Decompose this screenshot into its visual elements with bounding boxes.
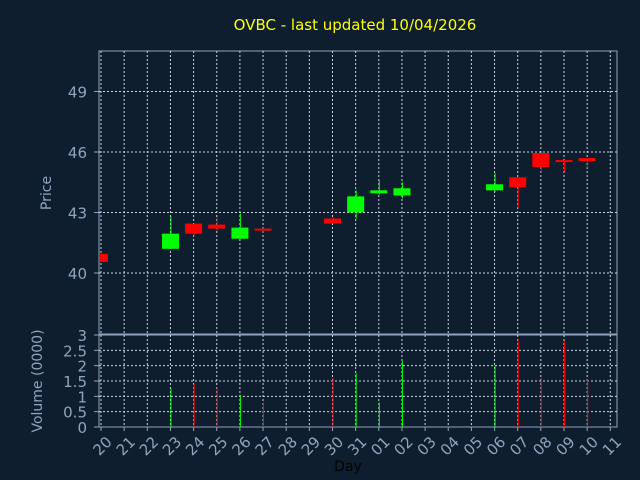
candle-body bbox=[208, 224, 226, 229]
price-axis-label: Price bbox=[39, 176, 55, 210]
price-panel: 40 43 46 49 Price bbox=[39, 50, 618, 335]
volume-y-ticks: 00.511.522.53 bbox=[63, 327, 99, 437]
candle-body bbox=[370, 190, 388, 194]
candle-body bbox=[254, 228, 272, 231]
candle-body bbox=[185, 223, 203, 234]
price-tick-label: 43 bbox=[68, 205, 87, 223]
candle-body bbox=[161, 233, 179, 249]
candle-body bbox=[486, 184, 504, 191]
candle-body bbox=[347, 196, 365, 213]
x-axis-label: Day bbox=[334, 459, 362, 475]
price-y-ticks: 40 43 46 49 bbox=[68, 84, 99, 283]
volume-panel: 00.511.522.53 Volume (0000) bbox=[30, 327, 618, 437]
volume-bars bbox=[170, 339, 589, 427]
candle-body bbox=[532, 153, 550, 168]
price-tick-label: 40 bbox=[68, 265, 87, 283]
candle-body bbox=[231, 227, 249, 239]
volume-tick-label: 1 bbox=[77, 388, 87, 406]
volume-tick-label: 0 bbox=[77, 419, 87, 437]
price-plot-area bbox=[98, 50, 618, 335]
chart-title: OVBC - last updated 10/04/2026 bbox=[234, 16, 477, 34]
candle-body bbox=[324, 218, 341, 224]
volume-tick-label: 1.5 bbox=[63, 373, 87, 391]
candle-body bbox=[393, 188, 411, 196]
candle-body bbox=[578, 158, 596, 162]
volume-tick-label: 3 bbox=[77, 327, 87, 345]
volume-tick-label: 2 bbox=[77, 358, 87, 376]
volume-plot-area bbox=[98, 334, 618, 428]
price-tick-label: 46 bbox=[68, 144, 87, 162]
candle-body bbox=[509, 177, 527, 188]
volume-axis-label: Volume (0000) bbox=[30, 329, 46, 432]
candle-body bbox=[555, 160, 573, 163]
price-grid bbox=[99, 51, 617, 334]
candle-body bbox=[100, 253, 108, 262]
volume-tick-label: 0.5 bbox=[63, 404, 87, 422]
price-tick-label: 49 bbox=[68, 84, 87, 102]
volume-tick-label: 2.5 bbox=[63, 342, 87, 360]
candles bbox=[100, 153, 596, 262]
